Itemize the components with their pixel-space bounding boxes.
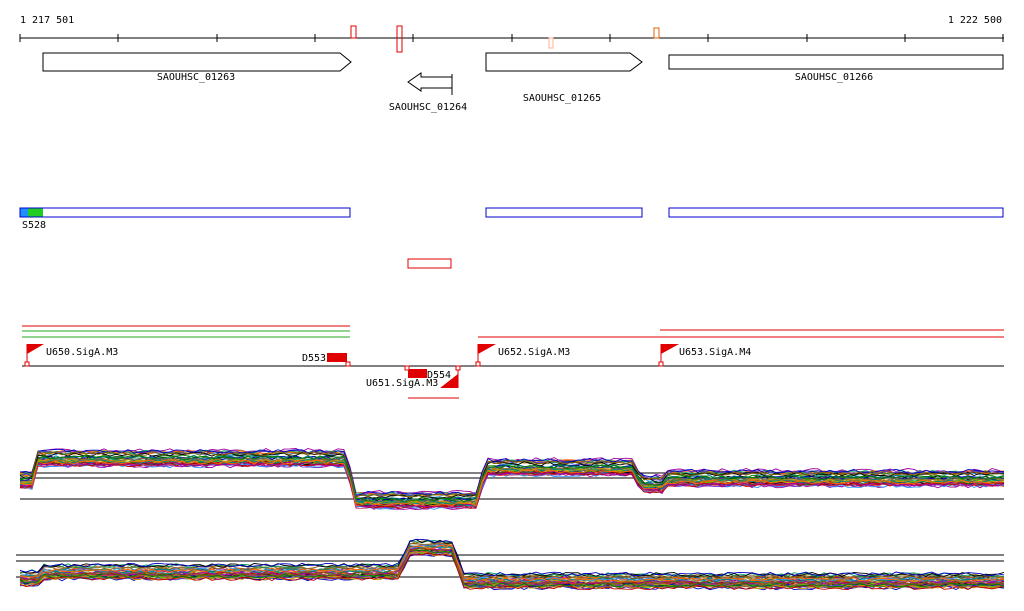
tu-start-flag-reverse[interactable] [440, 374, 458, 388]
expression-trace [19, 462, 1005, 510]
segment-box[interactable] [19, 207, 351, 218]
axis-peak [548, 37, 554, 49]
expression-trace [19, 543, 1005, 582]
expression-trace [19, 450, 1005, 498]
gene-label: SAOUHSC_01264 [389, 102, 467, 113]
expression-trace [19, 463, 1005, 511]
axis-start-label: 1 217 501 [20, 15, 74, 26]
expression-trace [19, 547, 1005, 585]
upper-expression-panel [19, 447, 1005, 511]
tu-label: U653.SigA.M4 [679, 347, 751, 358]
tu-label: U650.SigA.M3 [46, 347, 118, 358]
gene-arrow-SAOUHSC_01265[interactable] [485, 52, 643, 72]
tu-start-flag[interactable] [27, 344, 44, 354]
expression-traces [19, 538, 1005, 591]
tu-end-mark [24, 361, 30, 367]
tu-start-flag[interactable] [478, 344, 496, 354]
tu-end-mark [455, 365, 461, 371]
expression-trace [19, 544, 1005, 582]
gene-track: SAOUHSC_01263 SAOUHSC_01264 SAOUHSC_0126… [42, 52, 1004, 113]
segment-box[interactable] [668, 207, 1004, 218]
segment-start-green [28, 208, 43, 217]
tu-end-mark [345, 361, 351, 367]
axis-peak [653, 27, 660, 39]
downstream-marker[interactable] [327, 353, 347, 362]
tu-end-mark [658, 361, 664, 367]
axis-peak [396, 25, 403, 53]
expression-trace [19, 551, 1005, 590]
gene-box-SAOUHSC_01266[interactable] [668, 54, 1004, 70]
expression-trace [19, 549, 1005, 588]
axis-ticks [19, 34, 1004, 42]
tu-end-mark [404, 365, 410, 371]
segment-box[interactable] [485, 207, 643, 218]
tu-end-mark [475, 361, 481, 367]
expression-trace [19, 544, 1005, 582]
expression-trace [19, 448, 1005, 496]
gene-label: SAOUHSC_01266 [795, 72, 873, 83]
expression-trace [19, 538, 1005, 577]
segment-start-blue [20, 208, 28, 217]
expression-trace [19, 540, 1005, 579]
gene-label: SAOUHSC_01265 [523, 93, 601, 104]
transcription-unit-track: U650.SigA.M3 U652.SigA.M3 U653.SigA.M4 U… [22, 325, 1004, 399]
downstream-label: D553 [302, 353, 326, 364]
lower-expression-panel [16, 538, 1005, 591]
gene-label: SAOUHSC_01263 [157, 72, 235, 83]
expression-trace [19, 551, 1005, 590]
coordinate-axis: 1 217 501 1 222 500 [19, 15, 1004, 53]
axis-end-label: 1 222 500 [948, 15, 1002, 26]
gene-arrow-SAOUHSC_01264[interactable] [407, 72, 453, 92]
segment-label: S528 [22, 220, 46, 231]
expression-traces [19, 447, 1005, 511]
expression-trace [19, 547, 1005, 586]
tu-start-flag[interactable] [661, 344, 679, 354]
gene-arrow-SAOUHSC_01263[interactable] [42, 52, 352, 72]
downstream-marker[interactable] [408, 369, 427, 378]
expression-trace [19, 455, 1005, 503]
expression-trace [19, 458, 1005, 506]
tu-label: U652.SigA.M3 [498, 347, 570, 358]
axis-peak [350, 25, 357, 39]
segment-track: S528 [19, 207, 1004, 269]
segment-box-red[interactable] [407, 258, 452, 269]
expression-trace [19, 459, 1005, 507]
expression-trace [19, 452, 1005, 499]
tu-label: U651.SigA.M3 [366, 378, 438, 389]
downstream-label: D554 [427, 370, 451, 381]
